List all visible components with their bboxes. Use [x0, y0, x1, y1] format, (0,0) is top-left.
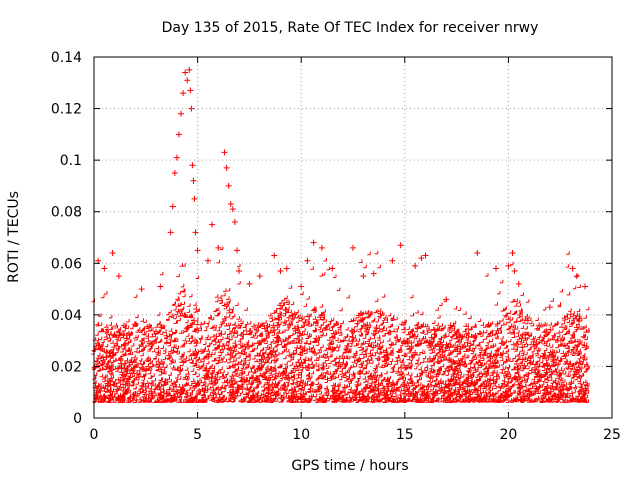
data-point [101, 265, 108, 272]
y-tick-label: 0.14 [51, 50, 82, 66]
x-tick-labels: 0 5 10 15 20 25 [90, 427, 621, 443]
data-point [546, 304, 553, 311]
y-tick-label: 0.06 [51, 256, 82, 272]
data-point [192, 229, 199, 236]
data-point [175, 131, 182, 138]
data-point [256, 273, 263, 280]
data-point [422, 252, 429, 259]
axis-ticks [93, 56, 613, 419]
data-point [231, 219, 238, 226]
data-point [180, 90, 187, 97]
data-point [209, 221, 216, 228]
data-point [246, 280, 253, 287]
data-point [277, 268, 284, 275]
data-points [91, 66, 590, 403]
plot-frame [93, 56, 613, 419]
data-point [169, 203, 176, 210]
x-tick-label: 10 [292, 427, 310, 443]
dense-point-cloud [91, 246, 590, 403]
data-point [370, 270, 377, 277]
x-tick-label: 25 [603, 427, 621, 443]
data-point [191, 195, 198, 202]
data-point [283, 265, 290, 272]
data-point [271, 252, 278, 259]
data-point [178, 110, 185, 117]
x-tick-label: 0 [90, 427, 99, 443]
data-point [298, 283, 305, 290]
data-point [115, 273, 122, 280]
data-point [389, 257, 396, 264]
x-tick-label: 15 [396, 427, 414, 443]
data-point [511, 268, 518, 275]
data-point [229, 206, 236, 213]
data-point [194, 247, 201, 254]
data-point [304, 257, 311, 264]
data-point [236, 268, 243, 275]
data-point [187, 87, 194, 94]
data-point [582, 283, 589, 290]
data-point [443, 296, 450, 303]
data-point [492, 265, 499, 272]
data-point [360, 273, 367, 280]
y-tick-labels: 0 0.02 0.04 0.06 0.08 0.1 0.12 0.14 [51, 50, 82, 427]
data-point [573, 273, 580, 280]
data-point [167, 229, 174, 236]
data-point [412, 262, 419, 269]
data-point [474, 249, 481, 256]
data-point [223, 164, 230, 171]
data-point [173, 154, 180, 161]
data-point [310, 239, 317, 246]
data-point [221, 149, 228, 156]
y-axis-label: ROTI / TECUs [6, 191, 22, 283]
data-point [186, 66, 193, 73]
data-point [515, 280, 522, 287]
data-point [227, 200, 234, 207]
data-point [215, 244, 222, 251]
data-point [184, 77, 191, 84]
y-tick-label: 0.02 [51, 359, 82, 375]
data-point [233, 247, 240, 254]
data-point [95, 257, 102, 264]
data-point [509, 249, 516, 256]
data-point [505, 262, 512, 269]
data-point [225, 182, 232, 189]
y-tick-label: 0.1 [60, 153, 82, 169]
data-point [397, 242, 404, 249]
y-tick-label: 0.12 [51, 102, 82, 118]
x-axis-label: GPS time / hours [291, 458, 408, 474]
y-tick-label: 0 [73, 411, 82, 427]
data-point [157, 283, 164, 290]
data-point [190, 177, 197, 184]
chart-title: Day 135 of 2015, Rate Of TEC Index for r… [162, 20, 539, 36]
data-point [350, 244, 356, 251]
data-point [171, 170, 178, 177]
data-point [138, 286, 145, 293]
data-point [569, 265, 576, 272]
data-point [189, 162, 196, 169]
data-point [188, 105, 195, 112]
x-tick-label: 5 [193, 427, 202, 443]
y-tick-label: 0.04 [51, 308, 82, 324]
data-point [329, 265, 336, 272]
data-point [182, 69, 189, 76]
x-tick-label: 20 [499, 427, 517, 443]
data-point [318, 244, 325, 251]
y-tick-label: 0.08 [51, 205, 82, 221]
data-point [204, 257, 211, 264]
data-point [418, 255, 425, 262]
data-point [109, 249, 116, 256]
